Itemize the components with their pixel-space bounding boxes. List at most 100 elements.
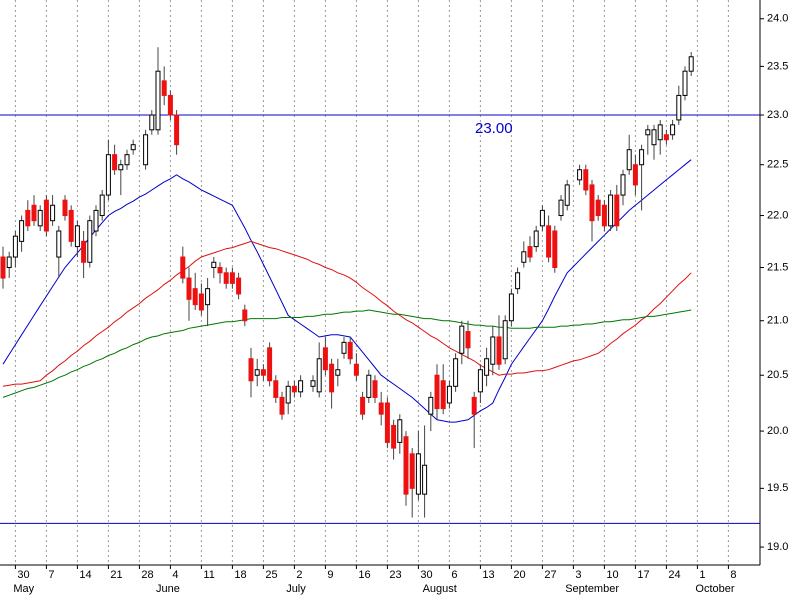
candle-body	[236, 277, 242, 295]
candle-body	[254, 369, 260, 376]
candle-body	[595, 199, 601, 217]
candle-body	[440, 380, 446, 410]
candle-body	[670, 124, 676, 136]
x-tick-label: 10	[606, 569, 618, 581]
y-tick-label: 21.5	[767, 261, 788, 273]
candle-body	[6, 256, 12, 269]
candle-body	[285, 385, 291, 404]
candle-body	[446, 385, 452, 404]
month-label: August	[423, 583, 457, 595]
candle-body	[167, 94, 173, 116]
candle-body	[223, 272, 229, 284]
candle-body	[19, 220, 25, 242]
x-tick-label: 30	[420, 569, 432, 581]
candle-body	[341, 341, 347, 354]
y-tick-label: 21.0	[767, 315, 788, 327]
moving-average-line	[2, 240, 692, 387]
candle-body	[366, 374, 372, 398]
candle-body	[267, 347, 273, 382]
candle-body	[515, 272, 521, 290]
candle-body	[291, 385, 297, 393]
candle-body	[322, 347, 328, 371]
candle-body	[316, 358, 322, 393]
candle-body	[62, 199, 68, 217]
candle-body	[546, 225, 552, 258]
month-label: May	[13, 583, 34, 595]
candle-body	[626, 149, 632, 171]
y-tick-label: 19.0	[767, 541, 788, 553]
candle-body	[657, 124, 663, 141]
candle-body	[676, 94, 682, 121]
candle-body	[459, 325, 465, 354]
candle-body	[174, 114, 180, 146]
candle-body	[552, 230, 558, 269]
candle-body	[496, 336, 502, 365]
candle-body	[248, 358, 254, 382]
candle-body	[347, 341, 353, 360]
x-tick-label: 18	[234, 569, 246, 581]
month-label: September	[565, 583, 619, 595]
candle-body	[490, 336, 496, 365]
x-tick-label: 3	[575, 569, 581, 581]
candle-body	[471, 396, 477, 415]
candle-body	[484, 358, 490, 376]
candle-body	[298, 380, 304, 393]
y-tick-label: 23.0	[767, 109, 788, 121]
month-label: July	[286, 583, 306, 595]
candle-body	[310, 380, 316, 387]
candle-body	[415, 453, 421, 495]
candle-body	[558, 199, 564, 217]
candle-body	[155, 70, 161, 131]
candle-body	[645, 129, 651, 136]
x-tick-label: 20	[513, 569, 525, 581]
candle-body	[378, 402, 384, 415]
candle-body	[124, 154, 130, 166]
x-tick-label: 1	[699, 569, 705, 581]
candle-body	[180, 256, 186, 279]
candle-body	[639, 149, 645, 166]
candle-body	[130, 144, 136, 151]
candle-body	[434, 374, 440, 410]
candle-body	[409, 453, 415, 489]
plot-layer: 23.00	[0, 47, 760, 524]
x-tick-label: 13	[482, 569, 494, 581]
x-tick-label: 4	[172, 569, 178, 581]
x-tick-label: 11	[203, 569, 214, 581]
candle-body	[601, 204, 607, 227]
candle-body	[608, 194, 614, 227]
candle-body	[0, 256, 6, 279]
candle-body	[539, 209, 545, 227]
candle-body	[391, 424, 397, 449]
candle-body	[273, 380, 279, 398]
candle-body	[192, 288, 198, 306]
candle-body	[329, 363, 335, 393]
candle-body	[186, 277, 192, 300]
candle-body	[614, 194, 620, 227]
candle-body	[242, 309, 248, 322]
candle-body	[682, 70, 688, 96]
x-tick-label: 2	[296, 569, 302, 581]
candle-body	[74, 225, 80, 248]
reference-label: 23.00	[475, 120, 513, 137]
x-tick-label: 14	[79, 569, 91, 581]
candle-body	[521, 251, 527, 263]
x-tick-label: 23	[389, 569, 401, 581]
grid-layer	[14, 0, 729, 565]
x-tick-label: 16	[358, 569, 370, 581]
x-tick-label: 6	[451, 569, 457, 581]
month-label: June	[156, 583, 180, 595]
candle-body	[143, 134, 149, 166]
x-tick-label: 17	[637, 569, 649, 581]
moving-average-line	[2, 309, 692, 398]
candle-body	[149, 114, 155, 131]
candle-body	[112, 154, 118, 171]
candle-body	[620, 174, 626, 196]
candle-body	[360, 396, 366, 415]
candle-body	[384, 402, 390, 443]
candle-body	[99, 194, 105, 217]
candle-body	[502, 320, 508, 360]
candle-body	[93, 209, 99, 232]
candle-body	[56, 230, 62, 258]
